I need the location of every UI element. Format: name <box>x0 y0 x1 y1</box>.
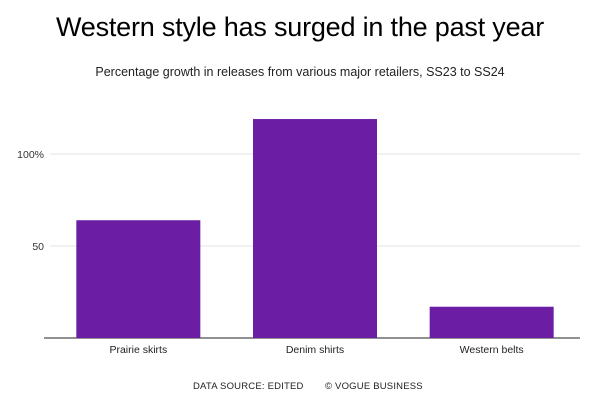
data-source-note: DATA SOURCE: EDITED <box>193 381 304 392</box>
tick-layer: 50 100% Prairie skirts Denim shirts Western … <box>17 149 524 356</box>
bar-western-belts <box>429 306 554 338</box>
y-tick-label: 50 <box>32 241 44 253</box>
copyright-credit: © VOGUE BUSINESS <box>325 381 423 392</box>
chart-title: Western style has surged in the past yea… <box>55 12 545 42</box>
x-tick-label: Prairie skirts <box>109 344 167 356</box>
x-tick-label: Western belts <box>460 344 524 356</box>
bar-layer <box>76 119 554 338</box>
bar-prairie-skirts <box>76 220 201 338</box>
y-tick-label: 100% <box>17 149 44 161</box>
x-tick-label: Denim shirts <box>286 344 344 356</box>
bar-denim-shirts <box>253 119 377 338</box>
chart-subtitle: Percentage growth in releases from vario… <box>95 65 505 79</box>
